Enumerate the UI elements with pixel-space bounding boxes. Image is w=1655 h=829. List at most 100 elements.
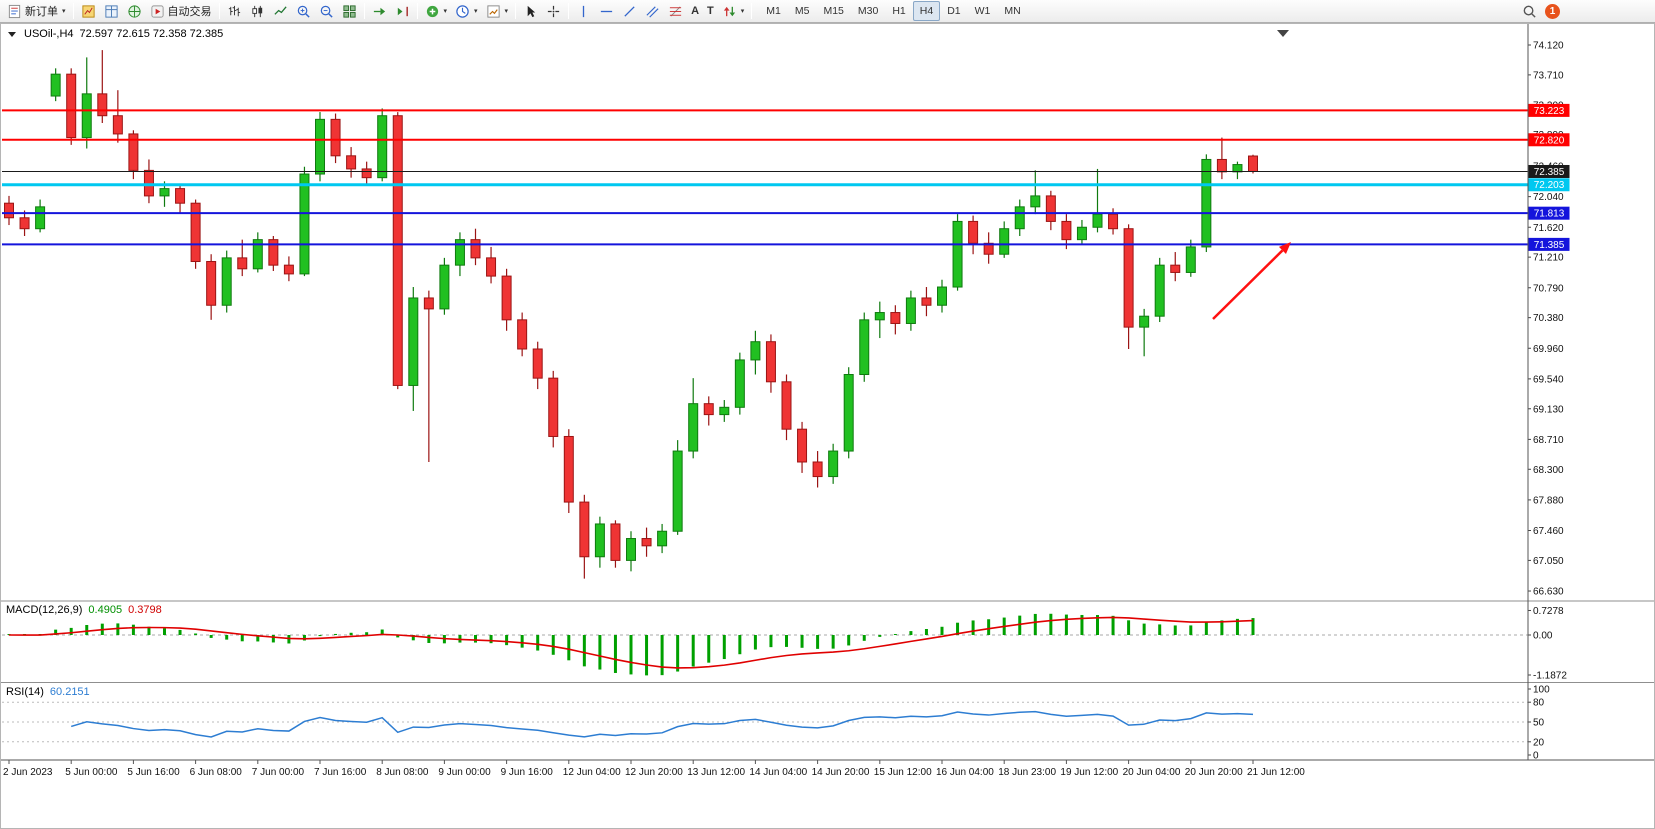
label-button[interactable]: T [703,1,718,21]
candle-body [50,73,61,97]
rsi-name: RSI(14) [6,686,44,698]
chart-shift-button[interactable] [391,1,414,21]
indicators-button[interactable]: ▾ [421,1,452,21]
macd-axis-label: -1.1872 [1533,671,1567,682]
price-axis-label: 68.300 [1533,465,1564,476]
time-axis-label: 18 Jun 23:00 [998,767,1056,778]
timeframe-m15[interactable]: M15 [823,5,844,17]
zoom-in-button[interactable] [292,1,315,21]
candle-body [4,202,14,219]
timeframe-m5[interactable]: M5 [794,5,810,17]
candle-body [859,319,870,376]
candle-body [797,428,808,463]
timeframe-group: M1 M5 M15 M30 H1 H4 D1 W1 MN [759,1,1027,21]
channel-button[interactable] [641,1,664,21]
main-toolbar: 新订单 ▾ 自动交易 ▾ ▾ [0,0,1655,23]
candle-body [252,239,263,270]
bar-chart-button[interactable] [223,1,246,21]
zoom-out-icon [320,5,333,18]
hline-73.223[interactable]: 73.223 [2,103,1570,117]
timeframe-m30[interactable]: M30 [857,5,879,17]
crosshair-button[interactable] [542,1,565,21]
text-button[interactable]: A [687,1,703,21]
candle-body [1014,206,1025,230]
chart-canvas[interactable]: 74.12073.71073.30072.89072.46072.04071.6… [0,23,1655,829]
arrows-icon [723,6,735,16]
price-axis-label: 73.710 [1533,70,1564,81]
new-order-button[interactable]: 新订单 ▾ [3,1,70,21]
macd-axis-label: 0.7278 [1533,606,1564,617]
fibonacci-button[interactable] [664,1,687,21]
price-axis-label: 72.040 [1533,192,1564,203]
candle-body [128,133,139,171]
candlestick-chart-icon [251,5,262,17]
horizontal-line-button[interactable] [595,1,618,21]
market-watch-button[interactable] [77,1,100,21]
time-axis-label: 15 Jun 12:00 [874,767,932,778]
toolbar-separator [72,3,74,19]
auto-trading-button[interactable]: 自动交易 [146,1,216,21]
line-chart-button[interactable] [269,1,292,21]
timeframe-m1[interactable]: M1 [766,5,781,17]
candle-body [112,115,123,135]
candle-body [19,217,30,230]
notification-badge[interactable]: 1 [1545,3,1560,19]
hline-71.813[interactable]: 71.813 [2,206,1570,220]
bar-chart-icon [228,5,240,16]
data-window-button[interactable] [100,1,123,21]
candle-body [812,461,823,478]
candle-body [1170,264,1181,273]
hline-71.385[interactable]: 71.385 [2,237,1570,251]
time-axis[interactable]: 2 Jun 2023 5 Jun 00:00 5 Jun 16:00 6 Jun 08… [3,760,1305,778]
trendline-button[interactable] [618,1,641,21]
candle-body [781,381,792,430]
time-axis-label: 7 Jun 00:00 [252,767,305,778]
timeframe-d1[interactable]: D1 [947,5,961,17]
candle-body [268,239,279,266]
auto-scroll-button[interactable] [368,1,391,21]
timeframe-h1[interactable]: H1 [892,5,906,17]
price-axis-label: 67.880 [1533,495,1564,506]
candle-body [237,257,248,270]
periods-icon [456,4,469,18]
time-axis-label: 21 Jun 12:00 [1247,767,1305,778]
candlestick-chart-button[interactable] [246,1,269,21]
candle-body [641,538,652,547]
candle-body [408,297,419,386]
hline-72.820[interactable]: 72.820 [2,133,1570,147]
timeframe-mn[interactable]: MN [1004,5,1021,17]
candle-body [470,239,481,259]
candle-body [97,93,108,117]
price-axis-label: 67.050 [1533,556,1564,567]
arrows-button[interactable]: ▾ [718,1,749,21]
periods-button[interactable]: ▾ [451,1,482,21]
auto-scroll-icon [373,7,385,15]
timeframe-h4[interactable]: H4 [912,1,941,21]
candle-body [81,93,92,139]
market-watch-icon [81,4,95,18]
candle-body [952,220,963,288]
timeframe-w1[interactable]: W1 [974,5,991,17]
candle-body [517,319,528,350]
price-axis-label: 69.540 [1533,374,1564,385]
templates-button[interactable]: ▾ [482,1,513,21]
vertical-line-button[interactable] [572,1,595,21]
trend-arrow-annotation[interactable] [1212,242,1291,320]
hline-72.203[interactable]: 72.203 [2,178,1570,192]
macd-signal-value: 0.3798 [128,604,162,616]
tile-windows-button[interactable] [338,1,361,21]
candle-body [377,115,388,179]
price-axis-label: 70.790 [1533,283,1564,294]
cursor-button[interactable] [519,1,542,21]
zoom-out-button[interactable] [315,1,338,21]
chart-shift-marker[interactable] [1277,30,1289,37]
navigator-button[interactable] [123,1,146,21]
candle-body [968,220,979,244]
chevron-down-icon: ▾ [504,8,509,15]
candle-body [1092,213,1103,228]
rsi-axis-label: 80 [1533,698,1545,709]
auto-trading-icon [150,4,164,18]
search-icon[interactable] [1522,4,1537,19]
candle-body [1248,155,1258,172]
candles-layer [4,50,1258,579]
